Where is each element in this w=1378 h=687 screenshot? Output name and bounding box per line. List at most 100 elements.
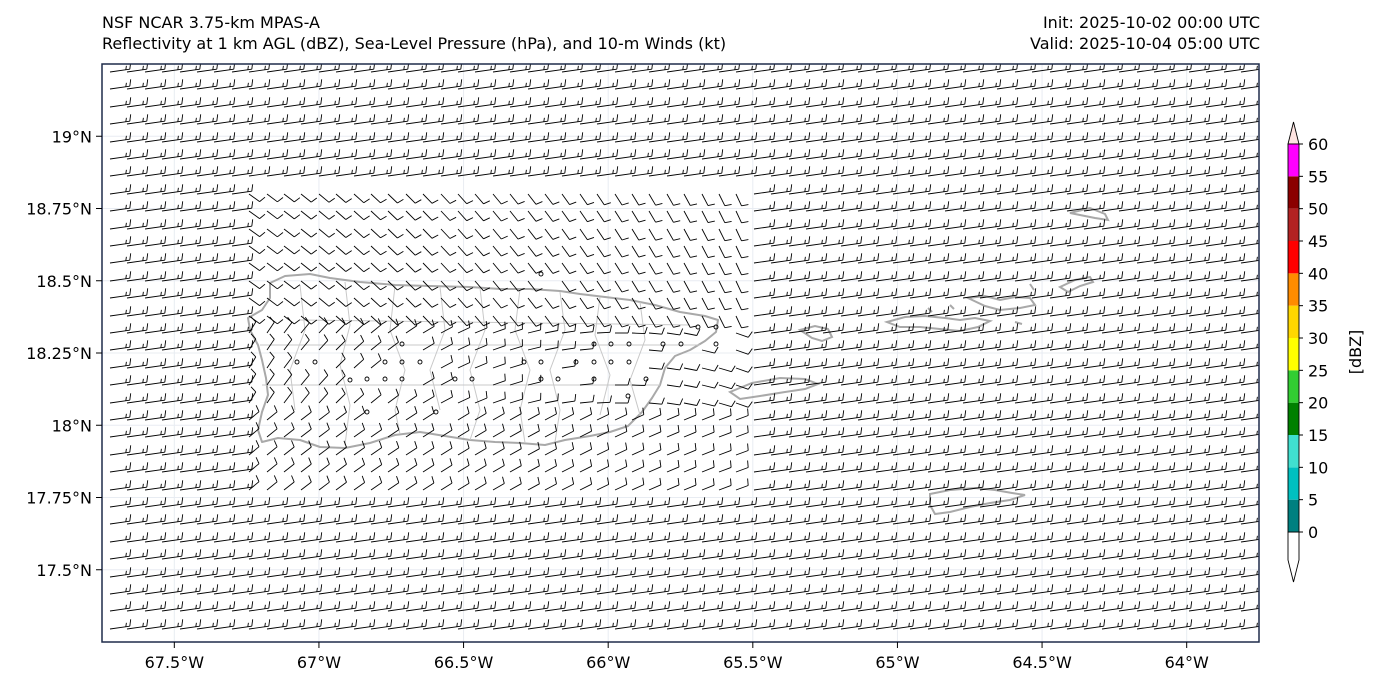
wind-barb — [944, 64, 966, 73]
wind-barb — [266, 79, 289, 90]
colorbar-segment — [1288, 305, 1299, 338]
colorbar-tick-label: 60 — [1308, 135, 1328, 154]
coastlines — [247, 206, 1110, 516]
lon-tick-label: 67.5°W — [145, 653, 205, 672]
wind-barb — [283, 79, 306, 90]
colorbar-segment — [1288, 208, 1299, 241]
longitude-axis: 67.5°W 67°W 66.5°W 66°W 65.5°W 65°W 64.5°W 64°W — [145, 642, 1209, 672]
colorbar: 0 5 10 15 20 25 30 35 40 45 50 55 60 [dBZ] — [1287, 121, 1365, 583]
wind-barb — [335, 79, 358, 90]
coastline-anegada — [1069, 206, 1110, 222]
colorbar-tick-label: 30 — [1308, 329, 1328, 348]
wind-barb — [213, 79, 236, 90]
valid-time: Valid: 2025-10-04 05:00 UTC — [1029, 34, 1260, 53]
wind-barb — [109, 64, 131, 73]
wind-barb — [422, 64, 444, 73]
wind-barb — [179, 79, 202, 90]
wind-barb — [770, 64, 792, 73]
wind-barb — [527, 64, 549, 73]
colorbar-segment — [1288, 435, 1299, 468]
wind-barb — [353, 64, 375, 73]
lat-tick-label: 18.5°N — [36, 272, 92, 291]
lat-tick-label: 18.75°N — [26, 200, 92, 219]
colorbar-tick-label: 5 — [1308, 491, 1318, 510]
wind-barb — [509, 64, 531, 73]
wind-barb — [683, 64, 705, 73]
lat-tick-label: 17.5°N — [36, 561, 92, 580]
colorbar-extend-low — [1287, 531, 1300, 583]
lon-tick-label: 64°W — [1165, 653, 1209, 672]
colorbar-tick-label: 40 — [1308, 264, 1328, 283]
colorbar-tick-label: 50 — [1308, 200, 1328, 219]
plot-area — [102, 64, 1259, 642]
wind-barb — [909, 64, 931, 73]
wind-barb — [753, 64, 775, 73]
coastline-small-isles — [927, 283, 1035, 325]
wind-barb — [300, 79, 323, 90]
coastline-puerto-rico — [247, 273, 719, 449]
wind-barb — [126, 79, 149, 90]
coastline-st-thomas — [883, 314, 994, 333]
wind-barb — [300, 64, 322, 73]
wind-barb — [544, 64, 566, 73]
wind-barb — [266, 64, 288, 73]
wind-barb — [561, 64, 583, 73]
wind-barb — [161, 64, 183, 73]
colorbar-segment — [1288, 338, 1299, 371]
colorbar-tick-label: 45 — [1308, 232, 1328, 251]
gridlines — [102, 64, 1259, 642]
lon-tick-label: 65.5°W — [723, 653, 783, 672]
wind-barb — [126, 64, 148, 73]
wind-barb — [788, 64, 810, 73]
wind-barb — [318, 64, 340, 73]
wind-barbs — [109, 64, 1259, 630]
colorbar-tick-label: 35 — [1308, 297, 1328, 316]
wind-barb — [979, 64, 1001, 73]
wind-barb — [614, 64, 636, 73]
wind-barb — [996, 64, 1018, 73]
wind-barb — [1153, 64, 1175, 73]
wind-barb — [213, 64, 235, 73]
wind-barb — [231, 79, 254, 90]
wind-barb — [1118, 64, 1140, 73]
colorbar-segment — [1288, 241, 1299, 274]
map-title-left: NSF NCAR 3.75-km MPAS-A Reflectivity at … — [102, 12, 726, 54]
wind-barb — [1101, 64, 1123, 73]
coastline-vieques — [727, 376, 821, 401]
wind-barb — [718, 64, 740, 73]
lat-tick-label: 17.75°N — [26, 489, 92, 508]
wind-barb — [805, 64, 827, 73]
wind-barb — [248, 79, 271, 90]
wind-barb — [283, 64, 305, 73]
wind-barb — [822, 64, 844, 73]
colorbar-extend-high — [1287, 121, 1300, 145]
wind-barb — [144, 79, 167, 90]
wind-barb — [440, 64, 462, 73]
wind-barb — [857, 64, 879, 73]
colorbar-label: [dBZ] — [1346, 330, 1365, 375]
model-name: NSF NCAR 3.75-km MPAS-A — [102, 13, 320, 32]
lon-tick-label: 66.5°W — [434, 653, 494, 672]
colorbar-tick-label: 25 — [1308, 361, 1328, 380]
colorbar-segment — [1288, 467, 1299, 500]
lat-tick-label: 18.25°N — [26, 344, 92, 363]
colorbar-segment — [1288, 499, 1299, 532]
wind-barb — [927, 64, 949, 73]
wind-barb — [109, 79, 132, 90]
wind-barb — [1223, 64, 1245, 73]
wind-barb — [631, 64, 653, 73]
wind-barb — [179, 64, 201, 73]
map-title-right: Init: 2025-10-02 00:00 UTC Valid: 2025-1… — [1030, 12, 1260, 54]
colorbar-tick-label: 15 — [1308, 426, 1328, 445]
lon-tick-label: 66°W — [586, 653, 630, 672]
wind-barb — [701, 64, 723, 73]
wind-barb — [840, 64, 862, 73]
wind-barb — [666, 64, 688, 73]
municipal-borders — [260, 281, 700, 446]
wind-barb — [875, 64, 897, 73]
colorbar-tick-label: 10 — [1308, 458, 1328, 477]
wind-barb — [144, 64, 166, 73]
latitude-axis: 19°N 18.75°N 18.5°N 18.25°N 18°N 17.75°N 17.5°… — [26, 127, 102, 580]
wind-barb — [405, 64, 427, 73]
lon-tick-label: 65°W — [875, 653, 919, 672]
